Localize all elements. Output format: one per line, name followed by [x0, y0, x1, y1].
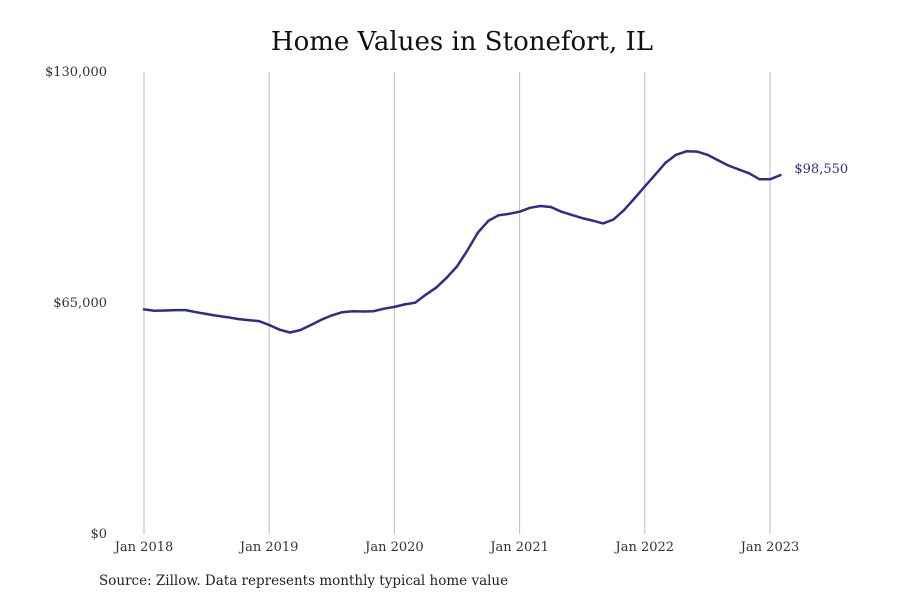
data-point [487, 219, 490, 223]
data-point [612, 218, 615, 221]
home-value-series-line [142, 150, 782, 334]
y-axis-tick-labels: $0 $65,000 $130,000 [45, 65, 107, 542]
latest-value-label: $98,550 [794, 162, 848, 177]
y-tick-label: $130,000 [45, 65, 107, 80]
data-point [570, 213, 573, 217]
y-tick-label: $65,000 [53, 296, 107, 311]
data-point [184, 308, 187, 312]
data-point [424, 293, 427, 296]
data-point [466, 249, 469, 252]
x-tick-label: Jan 2021 [488, 540, 549, 555]
data-point [257, 319, 260, 323]
data-point [403, 303, 406, 306]
data-point [226, 316, 229, 319]
data-point [247, 318, 250, 322]
data-point [205, 312, 208, 316]
data-point [174, 308, 177, 312]
data-point [299, 328, 302, 332]
data-point [674, 153, 678, 156]
data-point [153, 309, 156, 312]
data-point [393, 305, 396, 309]
y-tick-label: $0 [90, 527, 107, 542]
data-point [528, 206, 532, 209]
data-point [195, 311, 198, 314]
data-point [215, 314, 219, 317]
data-point [768, 178, 772, 181]
data-point [288, 331, 292, 334]
data-point [601, 222, 605, 225]
data-point [361, 310, 365, 313]
data-point [434, 286, 438, 289]
data-point [236, 317, 240, 321]
data-point [455, 265, 459, 268]
data-point [142, 308, 146, 311]
x-tick-label: Jan 2020 [363, 540, 424, 555]
data-point [716, 158, 719, 162]
data-point [539, 204, 542, 208]
data-point [518, 210, 521, 213]
data-point [382, 307, 386, 310]
data-point [591, 219, 594, 222]
data-point [476, 231, 480, 234]
data-point [351, 310, 354, 313]
data-point [581, 216, 584, 220]
data-point [654, 173, 657, 176]
data-point [163, 309, 167, 312]
data-point [737, 168, 740, 171]
x-tick-label: Jan 2018 [113, 540, 174, 555]
source-note: Source: Zillow. Data represents monthly … [99, 573, 509, 589]
x-tick-label: Jan 2022 [614, 540, 675, 555]
data-point [622, 209, 626, 212]
gridlines [143, 72, 771, 534]
data-point [560, 210, 563, 213]
data-point [758, 178, 761, 181]
data-point [664, 161, 667, 164]
data-point [695, 150, 699, 153]
data-point [445, 276, 448, 279]
data-point [268, 323, 271, 327]
data-point [414, 301, 417, 304]
data-point [706, 153, 709, 156]
data-point [330, 314, 333, 317]
data-point [727, 164, 730, 167]
x-tick-label: Jan 2023 [739, 540, 800, 555]
data-point [685, 150, 688, 153]
series-points [142, 150, 782, 334]
data-point [497, 214, 500, 217]
data-point [372, 310, 375, 313]
x-tick-label: Jan 2019 [238, 540, 299, 555]
data-point [508, 212, 511, 215]
data-point [278, 328, 281, 331]
x-axis-tick-labels: Jan 2018 Jan 2019 Jan 2020 Jan 2021 Jan 2022… [113, 540, 800, 555]
data-point [320, 318, 323, 321]
data-point [643, 185, 646, 188]
data-point [309, 323, 313, 327]
data-point [747, 172, 751, 175]
data-point [549, 205, 553, 209]
data-point [779, 173, 782, 177]
data-point [633, 197, 636, 200]
data-point [341, 311, 344, 314]
chart-title: Home Values in Stonefort, IL [270, 27, 654, 57]
